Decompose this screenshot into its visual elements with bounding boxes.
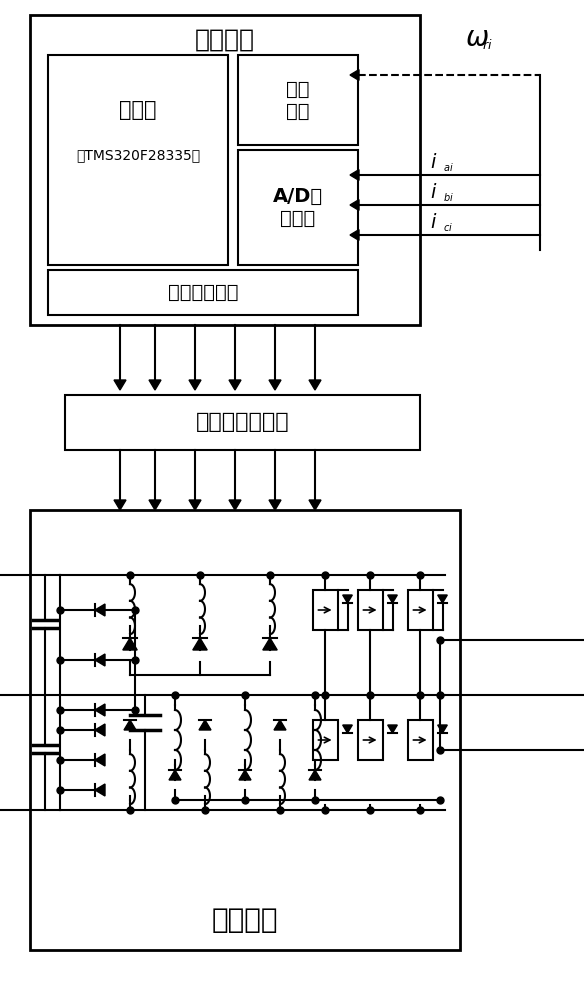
Polygon shape: [274, 720, 286, 730]
Text: $\omega$: $\omega$: [465, 24, 489, 52]
Text: $i$: $i$: [430, 213, 437, 232]
Polygon shape: [114, 500, 126, 510]
Polygon shape: [95, 654, 105, 666]
Text: 驱动与放大电路: 驱动与放大电路: [196, 412, 289, 432]
Polygon shape: [149, 500, 161, 510]
Polygon shape: [95, 604, 105, 616]
Bar: [48, 270, 358, 315]
Polygon shape: [229, 500, 241, 510]
Polygon shape: [189, 500, 201, 510]
Bar: [238, 150, 358, 265]
Bar: [312, 590, 338, 630]
Polygon shape: [350, 230, 359, 240]
Text: $_{ai}$: $_{ai}$: [443, 160, 454, 174]
Text: $_{ri}$: $_{ri}$: [482, 34, 493, 52]
Bar: [408, 590, 433, 630]
Polygon shape: [269, 380, 281, 390]
Polygon shape: [309, 380, 321, 390]
Polygon shape: [437, 725, 447, 733]
Polygon shape: [95, 724, 105, 736]
Polygon shape: [169, 770, 181, 780]
Polygon shape: [229, 380, 241, 390]
Polygon shape: [269, 500, 281, 510]
Polygon shape: [343, 595, 352, 603]
Bar: [65, 395, 420, 450]
Bar: [30, 15, 420, 325]
Polygon shape: [309, 500, 321, 510]
Polygon shape: [193, 638, 207, 650]
Polygon shape: [309, 770, 321, 780]
Bar: [48, 55, 228, 265]
Polygon shape: [263, 638, 277, 650]
Text: （TMS320F28335）: （TMS320F28335）: [76, 148, 200, 162]
Polygon shape: [189, 380, 201, 390]
Bar: [30, 510, 460, 950]
Polygon shape: [350, 170, 359, 180]
Polygon shape: [343, 725, 352, 733]
Bar: [357, 590, 383, 630]
Polygon shape: [95, 754, 105, 766]
Polygon shape: [124, 720, 136, 730]
Polygon shape: [199, 720, 211, 730]
Polygon shape: [123, 638, 137, 650]
Text: A/D采
样模块: A/D采 样模块: [273, 186, 323, 228]
Polygon shape: [239, 770, 251, 780]
Text: 通信
模块: 通信 模块: [286, 80, 310, 120]
Bar: [357, 720, 383, 760]
Text: $_{bi}$: $_{bi}$: [443, 190, 454, 204]
Polygon shape: [95, 784, 105, 796]
Polygon shape: [388, 595, 397, 603]
Bar: [408, 720, 433, 760]
Bar: [312, 720, 338, 760]
Text: 脉冲生成模块: 脉冲生成模块: [168, 282, 238, 302]
Bar: [238, 55, 358, 145]
Polygon shape: [350, 200, 359, 210]
Polygon shape: [95, 704, 105, 716]
Polygon shape: [437, 595, 447, 603]
Polygon shape: [114, 380, 126, 390]
Text: $i$: $i$: [430, 152, 437, 172]
Text: 主单元: 主单元: [119, 100, 157, 120]
Text: $i$: $i$: [430, 182, 437, 202]
Polygon shape: [388, 725, 397, 733]
Text: $_{ci}$: $_{ci}$: [443, 220, 453, 234]
Text: 逆变单元: 逆变单元: [212, 906, 278, 934]
Text: 控制单元: 控制单元: [195, 28, 255, 52]
Polygon shape: [149, 380, 161, 390]
Polygon shape: [350, 70, 359, 80]
